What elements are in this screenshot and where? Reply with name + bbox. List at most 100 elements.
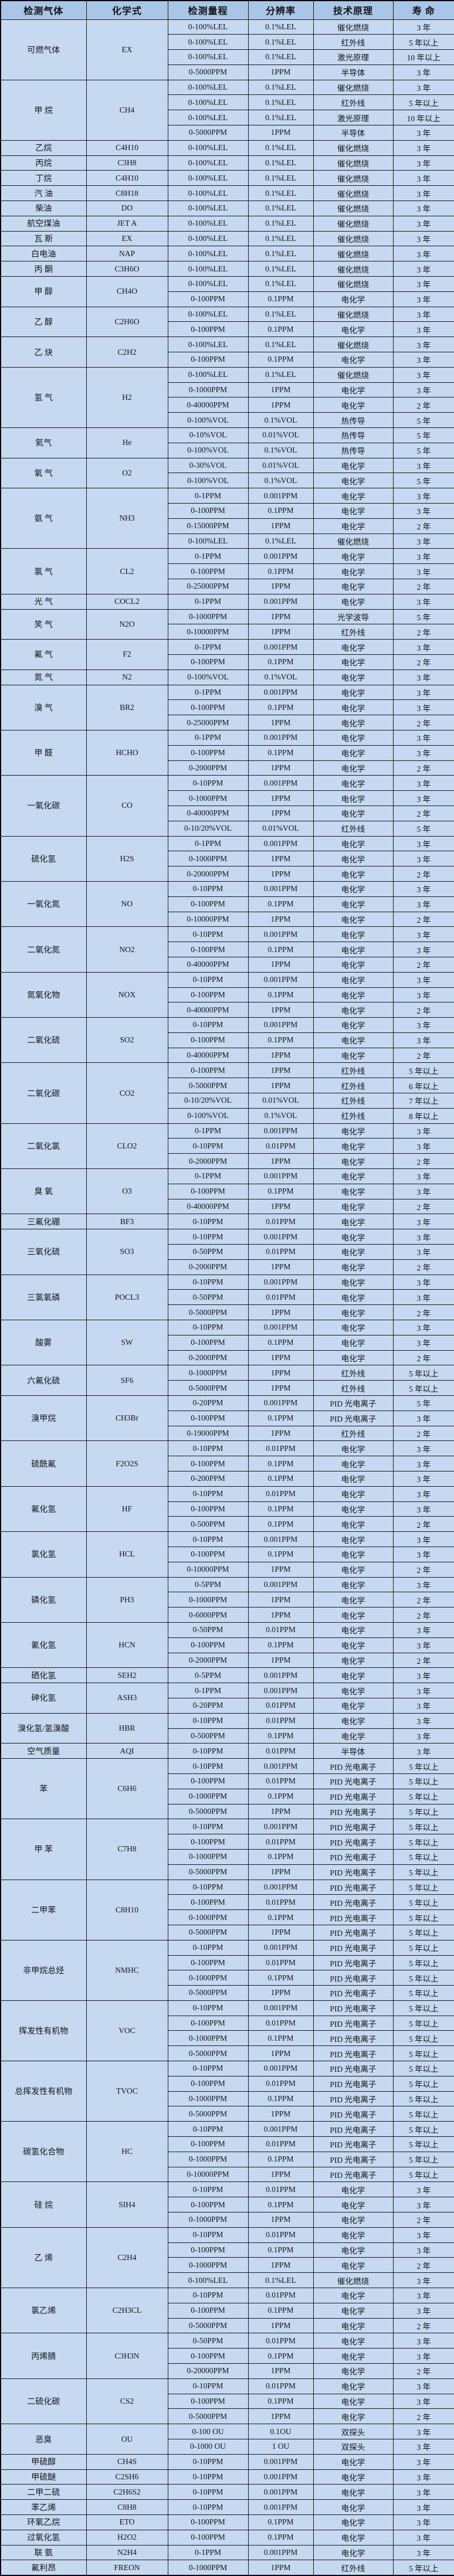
table-row: 0-1000PPM 1PPM 电化学 3 年	[1, 382, 454, 398]
principle-cell: 电化学	[313, 760, 394, 776]
range-cell: 0-1PPM	[167, 593, 249, 610]
range-cell: 0-10000PPM	[167, 2166, 249, 2183]
table-row: 0-5000PPM 1PPM PID 光电离子 5 年以上	[1, 2106, 454, 2122]
principle-cell: PID 光电离子	[313, 1939, 394, 1956]
principle-cell: 双探头	[313, 2439, 394, 2455]
lifespan-cell: 3 年	[392, 2288, 454, 2303]
gas-name-cell: 挥发性有机物	[0, 2000, 87, 2062]
lifespan-cell: 3 年	[392, 896, 454, 912]
lifespan-cell: 3 年	[392, 488, 454, 504]
lifespan-cell: 3 年	[392, 185, 454, 202]
range-cell: 0-5000PPM	[167, 1864, 249, 1880]
table-row: 氟利昂 FREON 0-1000PPM 1PPM 红外线 5 年以上	[0, 2560, 454, 2576]
table-row: 0-100PPM 0.1PPM 电化学 3 年	[1, 2242, 454, 2258]
resolution-cell: 1PPM	[248, 2363, 314, 2379]
resolution-cell: 1PPM	[248, 2560, 314, 2576]
lifespan-cell: 2 年	[392, 1350, 454, 1366]
formula-cell: SF6	[86, 1365, 168, 1396]
resolution-cell: 0.1%LEL	[248, 230, 314, 247]
table-row: 氟化氢 HF 0-10PPM 0.01PPM 电化学 3 年	[0, 1486, 454, 1532]
resolution-cell: 0.1PPM	[248, 1546, 314, 1562]
range-cell: 0-100PPM	[167, 654, 249, 670]
resolution-cell: 0.1%LEL	[248, 261, 314, 277]
gas-name-cell: 硒化氢	[0, 1667, 87, 1684]
range-cell: 0-10PPM	[167, 1879, 249, 1895]
range-cell: 0-100PPM	[167, 745, 249, 761]
resolution-cell: 1PPM	[248, 1592, 314, 1608]
gas-name-cell: 溴甲烷	[0, 1395, 87, 1442]
formula-cell: C8H10	[86, 1879, 168, 1941]
range-cell: 0-10PPM	[167, 2378, 249, 2394]
resolution-cell: 1PPM	[248, 382, 314, 398]
table-row: 0-100%VOL 0.1%VOL 热传导 5 年	[1, 412, 454, 429]
table-row: 0-5000PPM 1PPM PID 光电离子 5 年以上	[1, 1985, 454, 2001]
range-cell: 0-100PPM	[167, 942, 249, 957]
resolution-cell: 1PPM	[248, 1153, 314, 1170]
table-row: 氰化氢 HCN 0-50PPM 0.01PPM 电化学 3 年	[0, 1622, 454, 1668]
resolution-cell: 0.1PPM	[248, 2348, 314, 2364]
range-cell: 0-100%VOL	[167, 442, 249, 458]
table-row: 丙 酮 C3H6O 0-100%LEL 0.1%LEL 催化燃烧 3 年	[0, 261, 454, 277]
lifespan-cell: 2 年	[392, 2257, 454, 2273]
lifespan-cell: 3 年	[392, 291, 454, 307]
principle-cell: 电化学	[313, 1622, 394, 1638]
resolution-cell: 0.1PPM	[248, 2197, 314, 2213]
principle-cell: 电化学	[313, 926, 394, 943]
principle-cell: PID 光电离子	[313, 1788, 394, 1804]
lifespan-cell: 3 年	[392, 790, 454, 806]
range-cell: 0-2000PPM	[167, 1350, 249, 1366]
principle-cell: 电化学	[313, 1471, 394, 1487]
range-cell: 0-10PPM	[167, 2227, 249, 2243]
table-row: 航空煤油 JET A 0-100%LEL 0.1%LEL 催化燃烧 3 年	[0, 215, 454, 232]
lifespan-cell: 5 年以上	[392, 1939, 454, 1956]
table-row: 溴化氢/氢溴酸 HBR 0-10PPM 0.01PPM 电化学 3 年	[0, 1712, 454, 1744]
resolution-cell: 1PPM	[248, 1652, 314, 1668]
range-cell: 0-100PPM	[167, 1637, 249, 1653]
resolution-cell: 0.001PPM	[248, 1531, 314, 1547]
table-row: 联 氨 N2H4 0-1PPM 0.001PPM 电化学 3 年	[0, 2544, 454, 2561]
lifespan-cell: 5 年以上	[392, 2015, 454, 2031]
resolution-cell: 1PPM	[248, 1985, 314, 2001]
resolution-cell: 0.1PPM	[248, 2151, 314, 2167]
principle-cell: PID 光电离子	[313, 2000, 394, 2016]
resolution-cell: 0.1%LEL	[248, 200, 314, 216]
lifespan-cell: 2 年	[392, 1425, 454, 1442]
range-cell: 0-30%VOL	[167, 457, 249, 474]
range-cell: 0-100 OU	[167, 2424, 249, 2439]
principle-cell: 红外线	[313, 34, 394, 50]
resolution-cell: 0.001PPM	[248, 2469, 314, 2485]
resolution-cell: 0.1PPM	[248, 321, 314, 338]
lifespan-cell: 3 年	[392, 987, 454, 1003]
lifespan-cell: 3 年	[392, 2272, 454, 2289]
header-principle: 技术原理	[313, 0, 394, 20]
principle-cell: 电化学	[313, 1123, 394, 1139]
lifespan-cell: 2 年	[392, 956, 454, 973]
resolution-cell: 0.001PPM	[248, 1683, 314, 1698]
range-cell: 0-5000PPM	[167, 1985, 249, 2001]
resolution-cell: 0.001PPM	[248, 2499, 314, 2515]
principle-cell: PID 光电离子	[313, 2106, 394, 2122]
resolution-cell: 0.1%LEL	[248, 215, 314, 232]
formula-cell: SW	[86, 1320, 168, 1366]
range-cell: 0-10PPM	[167, 1274, 249, 1290]
header-formula: 化学式	[86, 0, 168, 20]
principle-cell: 电化学	[313, 1168, 394, 1184]
gas-name-cell: 硅 烷	[0, 2181, 87, 2228]
range-cell: 0-50PPM	[167, 1289, 249, 1306]
principle-cell: 电化学	[313, 881, 394, 897]
principle-cell: 电化学	[313, 745, 394, 761]
gas-name-cell: 甲 醛	[0, 729, 87, 776]
lifespan-cell: 3 年	[392, 881, 454, 897]
table-row: 甲 苯 C7H8 0-10PPM 0.001PPM PID 光电离子 5 年以上	[0, 1819, 454, 1880]
table-row: 0-5000PPM 1PPM PID 光电离子 5 年以上	[1, 2045, 454, 2062]
table-row: 0-100%LEL 0.1%LEL 红外线 5 年以上	[1, 94, 454, 111]
formula-cell: ASH3	[86, 1683, 168, 1714]
formula-cell: HCHO	[86, 729, 168, 776]
gas-name-cell: 苯乙烯	[0, 2499, 87, 2515]
formula-cell: JET A	[86, 215, 168, 232]
lifespan-cell: 3 年	[392, 2544, 454, 2561]
formula-cell: O3	[86, 1168, 168, 1215]
resolution-cell: 0.001PPM	[248, 971, 314, 988]
range-cell: 0-1PPM	[167, 548, 249, 565]
